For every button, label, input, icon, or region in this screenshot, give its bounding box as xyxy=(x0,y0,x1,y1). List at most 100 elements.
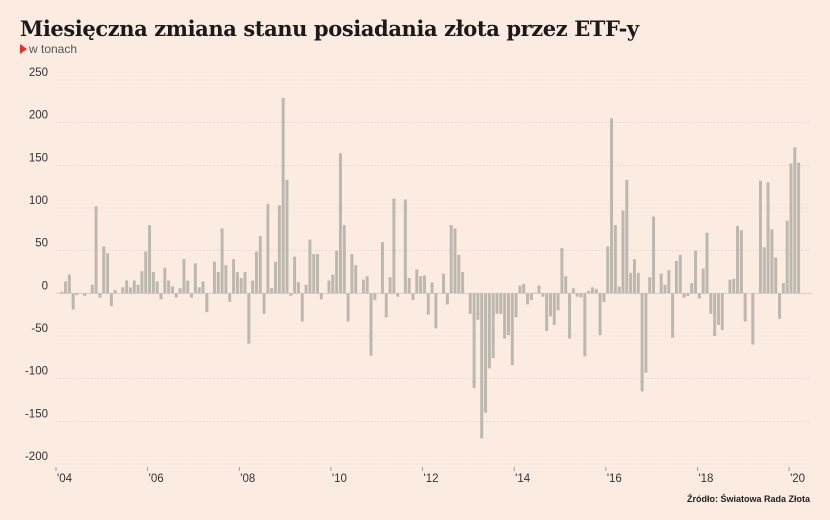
bar xyxy=(461,272,465,294)
x-axis-ticks: '04 '06 '08 '10 '12 '14 '16 '18 '20 xyxy=(55,467,805,485)
bar xyxy=(262,293,266,314)
chart-title: Miesięczna zmiana stanu posiadania złota… xyxy=(20,16,639,41)
bar xyxy=(170,286,174,294)
bar xyxy=(560,248,564,294)
x-tick-label: '08 xyxy=(240,473,255,485)
y-tick-label: 200 xyxy=(29,110,48,122)
bar xyxy=(663,284,667,294)
bar xyxy=(518,285,522,294)
bar xyxy=(335,250,339,294)
bar xyxy=(659,273,663,294)
bar xyxy=(690,283,694,294)
bar xyxy=(354,265,358,294)
bar xyxy=(797,162,801,294)
bar xyxy=(522,283,526,294)
bar xyxy=(163,267,167,294)
bar xyxy=(793,147,797,294)
y-tick-label: -200 xyxy=(25,451,48,463)
bar xyxy=(224,265,228,294)
bar xyxy=(167,280,171,294)
bar xyxy=(445,293,449,305)
bar xyxy=(529,293,533,301)
bar xyxy=(216,272,220,294)
bar xyxy=(472,293,476,389)
bar xyxy=(350,254,354,294)
bar xyxy=(568,293,572,339)
bar xyxy=(396,293,400,297)
bar xyxy=(419,276,423,294)
bar xyxy=(270,288,274,294)
bar xyxy=(193,263,197,294)
bar xyxy=(415,269,419,294)
bar xyxy=(610,118,614,294)
bar xyxy=(327,280,331,294)
bar xyxy=(606,246,610,294)
bar xyxy=(541,293,545,297)
bar xyxy=(736,225,740,294)
triangle-marker-icon xyxy=(20,44,27,54)
bar xyxy=(407,277,411,294)
bar xyxy=(491,293,495,359)
y-tick-label: -100 xyxy=(25,366,48,378)
bar xyxy=(732,278,736,294)
bar xyxy=(228,293,232,302)
bar xyxy=(144,251,148,294)
gridlines xyxy=(56,79,812,465)
bar xyxy=(453,228,457,294)
x-tick-label: '16 xyxy=(607,473,622,485)
bar xyxy=(243,272,247,294)
bar xyxy=(258,236,262,294)
bar xyxy=(705,232,709,294)
bar xyxy=(361,279,365,294)
y-tick-label: -50 xyxy=(31,323,48,335)
bar xyxy=(151,272,155,294)
bar xyxy=(468,293,472,314)
x-tick-label: '18 xyxy=(698,473,713,485)
bar xyxy=(457,254,461,294)
chart-subtitle: w tonach xyxy=(20,42,77,56)
bar xyxy=(205,293,209,313)
bar xyxy=(636,272,640,294)
bar xyxy=(300,293,304,322)
bar xyxy=(758,180,762,294)
bar xyxy=(304,284,308,294)
x-tick-label: '14 xyxy=(515,473,531,485)
bar xyxy=(476,293,480,320)
bar xyxy=(709,293,713,314)
source-note: Źródło: Światowa Rada Złota xyxy=(686,494,810,504)
bar xyxy=(426,293,430,315)
bar xyxy=(556,293,560,311)
bar xyxy=(480,293,484,439)
bar xyxy=(178,288,182,294)
bar xyxy=(495,293,499,314)
bar xyxy=(254,251,258,294)
bar xyxy=(682,293,686,298)
x-tick-label: '20 xyxy=(790,473,805,485)
bar xyxy=(247,293,251,344)
bar xyxy=(694,250,698,294)
bar xyxy=(785,220,789,294)
bar xyxy=(613,225,617,294)
bar xyxy=(503,293,507,339)
bar xyxy=(617,286,621,294)
bar xyxy=(545,293,549,331)
bar xyxy=(434,293,438,329)
bar xyxy=(369,293,373,356)
bar xyxy=(373,293,377,301)
bar xyxy=(90,284,94,294)
bar xyxy=(140,271,144,294)
bar xyxy=(308,239,312,294)
bar xyxy=(388,277,392,294)
bar xyxy=(316,254,320,294)
bar xyxy=(155,281,159,294)
bar xyxy=(728,279,732,294)
bar xyxy=(548,293,552,317)
bar xyxy=(430,282,434,294)
bar xyxy=(625,179,629,294)
y-tick-label: -150 xyxy=(25,408,48,420)
bar xyxy=(671,293,675,338)
bar xyxy=(789,163,793,294)
x-tick-label: '10 xyxy=(332,473,347,485)
bar xyxy=(121,287,125,294)
